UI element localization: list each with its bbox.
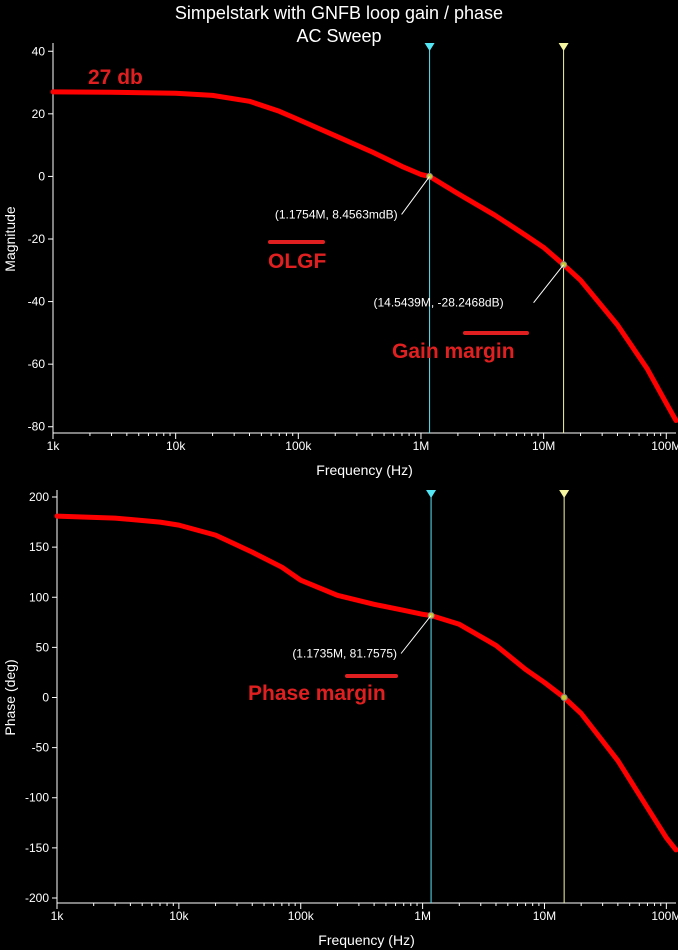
cursor-1-leader (401, 176, 430, 215)
y-tick-label: -40 (28, 295, 46, 309)
cursor-2-marker-icon (558, 43, 569, 51)
x-axis-label: Frequency (Hz) (316, 462, 412, 478)
cursor-2-point (560, 694, 568, 701)
x-tick-label: 1k (47, 439, 61, 453)
x-tick-label: 100M (651, 909, 678, 923)
y-tick-label: -50 (32, 741, 50, 755)
y-tick-label: 20 (32, 107, 46, 121)
cursor-2-readout: (14.5439M, -28.2468dB) (373, 296, 503, 310)
cursor-1-leader (400, 615, 432, 654)
x-axis-label: Frequency (Hz) (318, 932, 414, 948)
trace-line (54, 513, 678, 853)
y-tick-label: 0 (38, 169, 45, 183)
y-tick-label: 100 (29, 590, 49, 604)
x-tick-label: 1M (413, 439, 430, 453)
y-tick-label: 150 (29, 540, 49, 554)
y-tick-label: -100 (25, 791, 49, 805)
chart-subtitle: AC Sweep (296, 26, 382, 46)
x-tick-label: 100k (288, 909, 315, 923)
y-tick-label: -60 (28, 357, 46, 371)
y-axis-label: Phase (deg) (2, 659, 18, 735)
cursor-1-readout: (1.1735M, 81.7575) (292, 647, 397, 661)
x-tick-label: 10k (169, 909, 189, 923)
x-tick-label: 100M (651, 439, 678, 453)
y-tick-label: -150 (25, 841, 49, 855)
x-tick-label: 10M (532, 439, 555, 453)
x-tick-label: 10k (166, 439, 186, 453)
x-tick-label: 1k (51, 909, 65, 923)
chart-title: Simpelstark with GNFB loop gain / phase (174, 3, 504, 23)
y-tick-label: 40 (32, 44, 46, 58)
y-axis-label: Magnitude (2, 206, 18, 272)
cursor-1-marker-icon (426, 490, 437, 498)
cursor-2-leader (533, 264, 564, 303)
trace-line (50, 89, 678, 423)
cursor-2-marker-icon (559, 490, 570, 498)
y-tick-label: -80 (28, 420, 46, 434)
annotation-label: Gain margin (392, 340, 515, 363)
annotation-label: Phase margin (248, 682, 386, 705)
y-tick-label: -20 (28, 232, 46, 246)
annotation-label: OLGF (268, 250, 326, 273)
annotation-label: 27 db (88, 66, 143, 89)
y-tick-label: 0 (42, 691, 49, 705)
cursor-1-readout: (1.1754M, 8.4563mdB) (275, 207, 398, 221)
x-tick-label: 100k (285, 439, 312, 453)
cursor-1-marker-icon (424, 43, 435, 51)
y-tick-label: 50 (36, 640, 50, 654)
x-tick-label: 1M (414, 909, 431, 923)
x-tick-label: 10M (533, 909, 556, 923)
y-tick-label: 200 (29, 490, 49, 504)
y-tick-label: -200 (25, 891, 49, 905)
